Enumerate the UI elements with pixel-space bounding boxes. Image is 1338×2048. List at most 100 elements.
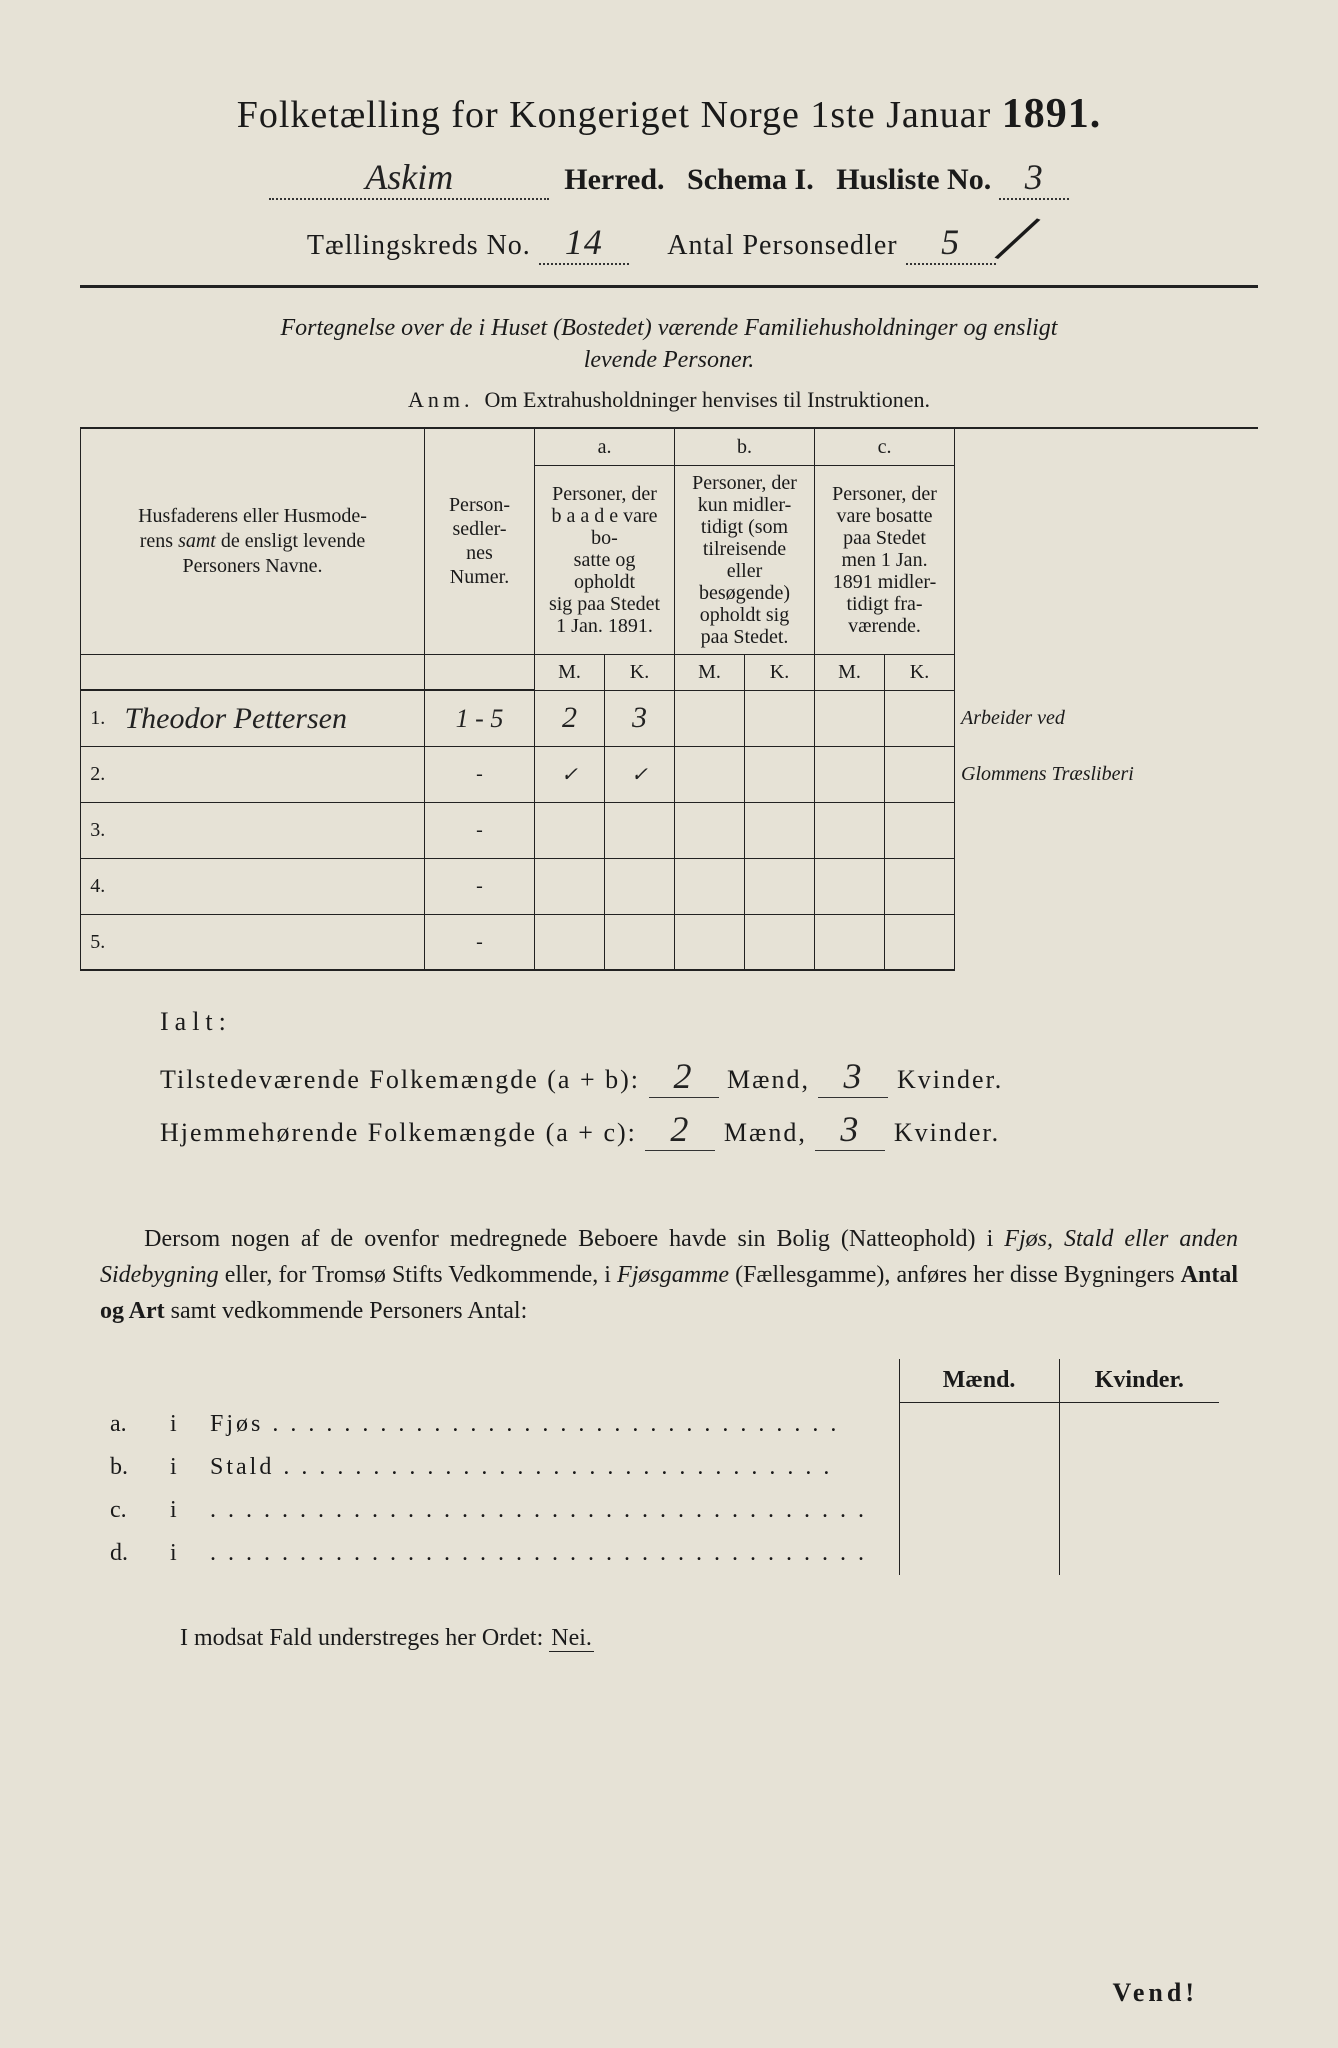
vend-label: Vend! [1112, 1978, 1198, 2008]
row-person: - [425, 914, 535, 970]
taellingskreds-value: 14 [565, 222, 603, 262]
totals-ab-m: 2 [649, 1055, 719, 1098]
building-label: . . . . . . . . . . . . . . . . . . . . … [200, 1532, 899, 1575]
row-a-k: 3 [605, 690, 675, 746]
row-a-m [535, 914, 605, 970]
building-i: i [160, 1532, 200, 1575]
row-a-k [605, 858, 675, 914]
row-name [115, 914, 425, 970]
col-header-names: Husfaderens eller Husmode-rens samt de e… [81, 428, 425, 655]
buildings-paragraph: Dersom nogen af de ovenfor medregnede Be… [80, 1221, 1258, 1329]
husliste-value: 3 [1025, 157, 1043, 197]
kvinder-label: Kvinder. [897, 1065, 1003, 1094]
nei-prefix: I modsat Fald understreges her Ordet: [180, 1625, 543, 1651]
totals-block: Ialt: Tilstedeværende Folkemængde (a + b… [80, 1007, 1258, 1151]
row-b-k [745, 858, 815, 914]
row-c-m [815, 690, 885, 746]
building-letter: b. [100, 1446, 160, 1489]
anm-text: Om Extrahusholdninger henvises til Instr… [485, 387, 930, 412]
row-num: 2. [81, 746, 115, 802]
row-b-m [675, 746, 745, 802]
kvinder-label: Kvinder. [894, 1118, 1000, 1147]
col-header-personsedler: Person-sedler-nesNumer. [425, 428, 535, 655]
slash-mark: ╱ [996, 211, 1039, 268]
row-person: - [425, 858, 535, 914]
building-label: Fjøs . . . . . . . . . . . . . . . . . .… [200, 1403, 899, 1446]
totals-line-ab: Tilstedeværende Folkemængde (a + b): 2 M… [160, 1055, 1258, 1098]
table-row: 3. - [81, 802, 1259, 858]
buildings-table: Mænd. Kvinder. a. i Fjøs . . . . . . . .… [100, 1359, 1219, 1575]
schema-label: Schema I. [687, 163, 814, 196]
row-a-k [605, 914, 675, 970]
row-c-m [815, 746, 885, 802]
anm-label: Anm. [408, 387, 474, 412]
totals-ab-label: Tilstedeværende Folkemængde (a + b): [160, 1065, 640, 1094]
row-person: 1 - 5 [425, 690, 535, 746]
row-num: 3. [81, 802, 115, 858]
row-name [115, 858, 425, 914]
row-a-k: ✓ [605, 746, 675, 802]
building-label: Stald . . . . . . . . . . . . . . . . . … [200, 1446, 899, 1489]
row-person: - [425, 746, 535, 802]
row-num: 5. [81, 914, 115, 970]
table-row: 4. - [81, 858, 1259, 914]
row-b-m [675, 802, 745, 858]
persons-table: Husfaderens eller Husmode-rens samt de e… [80, 427, 1258, 972]
totals-ab-k: 3 [818, 1055, 888, 1098]
row-c-k [885, 914, 955, 970]
row-num: 1. [81, 690, 115, 746]
row-c-k [885, 746, 955, 802]
col-a-m: M. [535, 654, 605, 690]
building-letter: c. [100, 1489, 160, 1532]
intro-line2: levende Personer. [584, 347, 755, 373]
antal-label: Antal Personsedler [667, 230, 897, 261]
row-c-m [815, 914, 885, 970]
ialt-label: Ialt: [160, 1007, 1258, 1037]
row-c-k [885, 858, 955, 914]
table-row: 2. - ✓ ✓ Glommens Træsliberi [81, 746, 1259, 802]
row-a-k [605, 802, 675, 858]
totals-ac-label: Hjemmehørende Folkemængde (a + c): [160, 1118, 637, 1147]
nei-line: I modsat Fald understreges her Ordet: Ne… [80, 1625, 1258, 1652]
building-letter: d. [100, 1532, 160, 1575]
totals-ac-m: 2 [645, 1108, 715, 1151]
building-row: a. i Fjøs . . . . . . . . . . . . . . . … [100, 1403, 1219, 1446]
buildings-kvinder-header: Kvinder. [1059, 1359, 1219, 1403]
building-i: i [160, 1446, 200, 1489]
herred-value: Askim [365, 157, 453, 197]
row-person: - [425, 802, 535, 858]
antal-value: 5 [941, 222, 960, 262]
row-c-k [885, 690, 955, 746]
row-b-m [675, 858, 745, 914]
row-note: Arbeider ved [955, 690, 1258, 746]
row-b-k [745, 746, 815, 802]
husliste-label: Husliste No. [836, 163, 991, 196]
row-note: Glommens Træsliberi [955, 746, 1258, 802]
building-letter: a. [100, 1403, 160, 1446]
col-b-m: M. [675, 654, 745, 690]
row-b-k [745, 802, 815, 858]
anm-line: Anm. Om Extrahusholdninger henvises til … [80, 387, 1258, 413]
building-i: i [160, 1489, 200, 1532]
col-header-c-text: Personer, dervare bosattepaa Stedetmen 1… [815, 465, 955, 654]
row-b-k [745, 690, 815, 746]
row-a-m: ✓ [535, 746, 605, 802]
building-row: b. i Stald . . . . . . . . . . . . . . .… [100, 1446, 1219, 1489]
row-c-k [885, 802, 955, 858]
totals-line-ac: Hjemmehørende Folkemængde (a + c): 2 Mæn… [160, 1108, 1258, 1151]
table-row: 1. Theodor Pettersen 1 - 5 2 3 Arbeider … [81, 690, 1259, 746]
row-c-m [815, 802, 885, 858]
row-c-m [815, 858, 885, 914]
row-num: 4. [81, 858, 115, 914]
col-margin [955, 428, 1258, 691]
row-b-m [675, 914, 745, 970]
row-a-m [535, 858, 605, 914]
col-header-b-text: Personer, derkun midler-tidigt (somtilre… [675, 465, 815, 654]
kreds-line: Tællingskreds No. 14 Antal Personsedler … [80, 214, 1258, 265]
row-a-m [535, 802, 605, 858]
col-a-k: K. [605, 654, 675, 690]
col-c-m: M. [815, 654, 885, 690]
title-text: Folketælling for Kongeriget Norge 1ste J… [237, 94, 992, 136]
totals-ac-k: 3 [815, 1108, 885, 1151]
col-header-b-label: b. [675, 428, 815, 466]
